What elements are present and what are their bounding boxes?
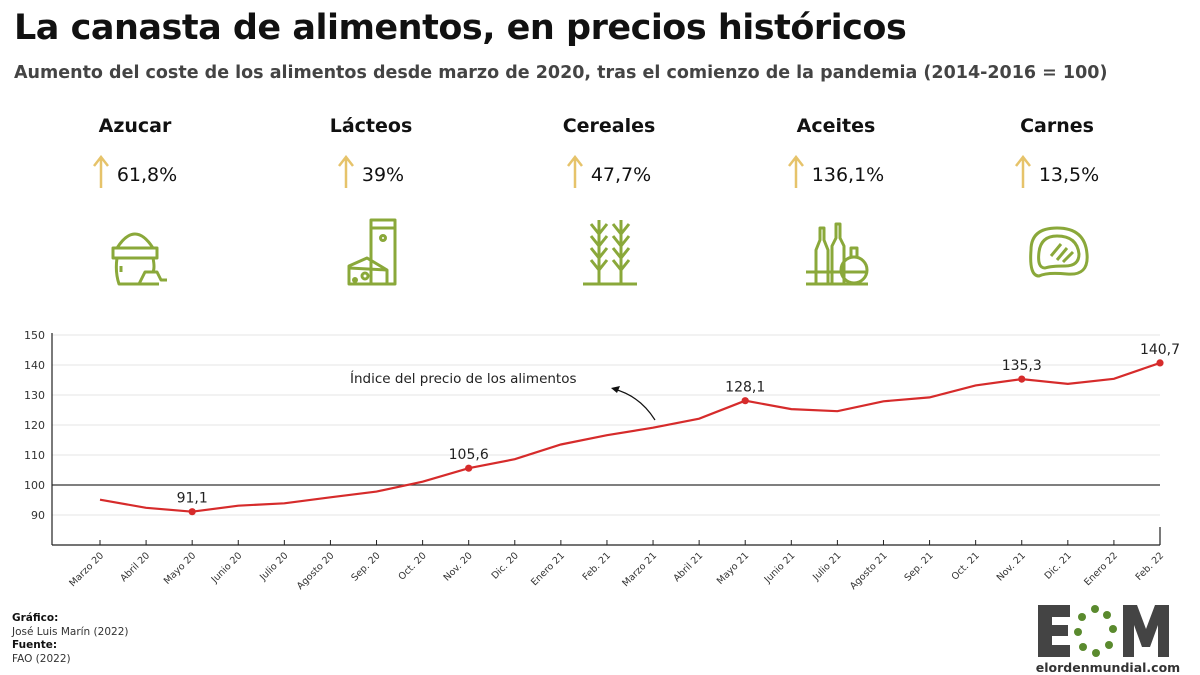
eom-logo: elordenmundial.com bbox=[1028, 603, 1188, 675]
annotation-arrowhead bbox=[611, 386, 620, 393]
category-change: 47,7% bbox=[590, 163, 652, 186]
category-change: 136,1% bbox=[811, 163, 885, 186]
data-label: 140,7 bbox=[1140, 342, 1180, 358]
x-tick-label: Dic. 21 bbox=[1043, 550, 1074, 581]
source: FAO (2022) bbox=[12, 652, 71, 665]
category-name: Aceites bbox=[796, 115, 876, 137]
up-arrow-icon bbox=[1014, 154, 1031, 194]
category-1: Lácteos 39% bbox=[271, 115, 471, 290]
y-tick-label: 120 bbox=[24, 419, 45, 432]
chart-label: Gráfico: bbox=[12, 612, 59, 624]
x-tick-label: Mayo 21 bbox=[715, 550, 751, 586]
data-label: 135,3 bbox=[1002, 358, 1042, 374]
category-change: 61,8% bbox=[116, 163, 178, 186]
x-tick-label: Abril 21 bbox=[671, 550, 705, 584]
sugar-sack-icon bbox=[95, 210, 175, 290]
category-name: Carnes bbox=[1020, 115, 1094, 137]
eom-logo-mark bbox=[1038, 605, 1169, 657]
category-change: 39% bbox=[361, 163, 405, 186]
data-point bbox=[1018, 375, 1026, 383]
x-tick-label: Agosto 20 bbox=[295, 550, 337, 592]
x-tick-label: Feb. 22 bbox=[1134, 550, 1166, 582]
up-arrow-icon bbox=[566, 154, 583, 194]
category-4: Carnes 13,5% bbox=[957, 115, 1157, 290]
x-tick-label: Mayo 20 bbox=[162, 550, 198, 586]
x-tick-label: Marzo 21 bbox=[620, 550, 659, 589]
y-tick-label: 150 bbox=[24, 329, 45, 342]
category-2: Cereales 47,7% bbox=[509, 115, 709, 290]
y-tick-label: 110 bbox=[24, 449, 45, 462]
category-0: Azucar 61,8% bbox=[35, 115, 235, 290]
page-title: La canasta de alimentos, en precios hist… bbox=[14, 8, 907, 48]
x-tick-label: Feb. 21 bbox=[581, 550, 613, 582]
x-tick-label: Enero 21 bbox=[529, 550, 567, 588]
x-tick-label: Nov. 21 bbox=[995, 550, 1028, 583]
x-tick-label: Nov. 20 bbox=[442, 550, 475, 583]
data-point bbox=[1156, 359, 1164, 367]
x-tick-label: Oct. 21 bbox=[950, 550, 982, 582]
x-tick-label: Junio 20 bbox=[209, 550, 245, 586]
x-tick-label: Julio 21 bbox=[810, 550, 843, 583]
data-label: 91,1 bbox=[177, 491, 208, 507]
x-tick-label: Dic. 20 bbox=[490, 550, 521, 581]
x-tick-label: Sep. 20 bbox=[349, 550, 382, 583]
x-tick-label: Julio 20 bbox=[257, 550, 290, 583]
x-tick-label: Junio 21 bbox=[762, 550, 798, 586]
steak-icon bbox=[1017, 210, 1097, 290]
up-arrow-icon bbox=[787, 154, 804, 194]
data-label: 128,1 bbox=[725, 380, 765, 396]
x-tick-label: Sep. 21 bbox=[902, 550, 935, 583]
y-tick-label: 90 bbox=[31, 509, 45, 522]
logo-url: elordenmundial.com bbox=[1035, 660, 1181, 675]
y-tick-label: 100 bbox=[24, 479, 45, 492]
x-tick-label: Marzo 20 bbox=[67, 550, 106, 589]
category-name: Lácteos bbox=[329, 115, 413, 137]
category-3: Aceites 136,1% bbox=[736, 115, 936, 290]
category-change: 13,5% bbox=[1038, 163, 1100, 186]
page-subtitle: Aumento del coste de los alimentos desde… bbox=[14, 63, 1108, 83]
y-tick-label: 130 bbox=[24, 389, 45, 402]
dairy-milk-cheese-icon bbox=[331, 210, 411, 290]
up-arrow-icon bbox=[92, 154, 109, 194]
x-tick-label: Oct. 20 bbox=[397, 550, 429, 582]
data-point bbox=[188, 508, 196, 516]
y-tick-label: 140 bbox=[24, 359, 45, 372]
chart-author: José Luis Marín (2022) bbox=[12, 625, 129, 638]
x-tick-label: Abril 20 bbox=[118, 550, 152, 584]
data-label: 105,6 bbox=[449, 447, 489, 463]
series-line bbox=[99, 361, 1161, 513]
annotation-arrow bbox=[613, 388, 656, 421]
category-name: Azucar bbox=[98, 115, 172, 137]
up-arrow-icon bbox=[337, 154, 354, 194]
wheat-icon bbox=[569, 210, 649, 290]
category-name: Cereales bbox=[562, 115, 656, 137]
x-tick-label: Enero 22 bbox=[1082, 550, 1120, 588]
oil-bottles-icon bbox=[796, 210, 876, 290]
series-annotation: Índice del precio de los alimentos bbox=[350, 370, 577, 387]
credits: Gráfico: José Luis Marín (2022) Fuente: … bbox=[12, 612, 128, 666]
source-label: Fuente: bbox=[12, 639, 58, 651]
data-point bbox=[465, 464, 473, 472]
x-tick-label: Agosto 21 bbox=[848, 550, 890, 592]
data-point bbox=[741, 397, 749, 405]
